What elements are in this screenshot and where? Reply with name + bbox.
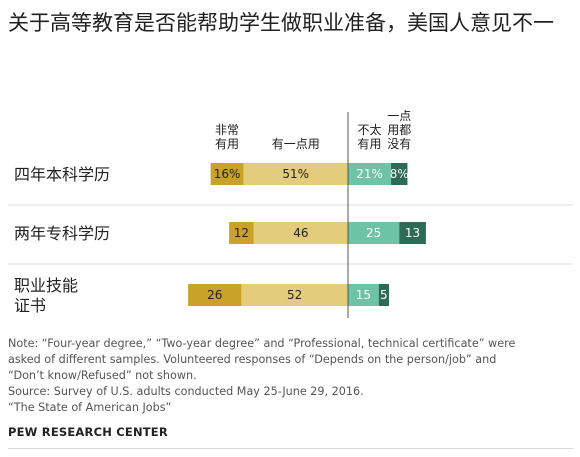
bar-segment — [243, 163, 348, 185]
column-header: 没有 — [387, 136, 411, 151]
data-label: 26 — [207, 288, 222, 302]
bar-segment — [348, 284, 379, 306]
column-header: 非常 — [215, 123, 239, 137]
bar-segment — [348, 163, 392, 185]
bar-segment — [391, 163, 408, 185]
data-label: 46 — [293, 226, 308, 240]
organization-name: PEW RESEARCH CENTER — [8, 425, 168, 439]
note-line: “Don’t know/Refused” not shown. — [8, 369, 197, 382]
category-label: 四年本科学历 — [14, 165, 110, 184]
bar-segment — [253, 222, 348, 244]
chart-notes: Note: “Four-year degree,” “Two-year degr… — [8, 336, 573, 416]
note-line: asked of different samples. Volunteered … — [8, 353, 497, 366]
bar-segment — [348, 222, 400, 244]
chart-title: 关于高等教育是否能帮助学生做职业准备，美国人意见不一 — [8, 11, 554, 35]
data-label: 5 — [380, 288, 388, 302]
data-label: 16% — [214, 167, 241, 181]
data-label: 51% — [282, 167, 309, 181]
data-label: 15 — [356, 288, 371, 302]
bar-segment — [378, 284, 389, 306]
data-label: 12 — [234, 226, 249, 240]
note-line: Note: “Four-year degree,” “Two-year degr… — [8, 337, 516, 350]
report-name: “The State of American Jobs” — [8, 401, 172, 414]
bottom-divider — [8, 448, 573, 449]
data-label: 52 — [287, 288, 302, 302]
bar-segment — [229, 222, 254, 244]
column-header: 用都 — [387, 123, 411, 137]
bar-segment — [241, 284, 348, 306]
bar-segment — [399, 222, 426, 244]
source-line: Source: Survey of U.S. adults conducted … — [8, 385, 364, 398]
bar-segment — [188, 284, 242, 306]
category-label: 两年专科学历 — [14, 224, 110, 243]
column-header: 有用 — [358, 137, 382, 151]
column-header: 不太 — [358, 122, 382, 137]
column-header: 有用 — [215, 137, 239, 151]
category-label: 职业技能 — [14, 276, 78, 295]
column-header: 有一点用 — [272, 137, 320, 151]
bar-segment — [210, 163, 244, 185]
data-label: 8% — [390, 167, 409, 181]
data-label: 21% — [356, 167, 383, 181]
category-label: 证书 — [14, 296, 46, 315]
data-label: 25 — [366, 226, 381, 240]
data-label: 13 — [405, 226, 420, 240]
column-header: 一点 — [387, 109, 411, 123]
